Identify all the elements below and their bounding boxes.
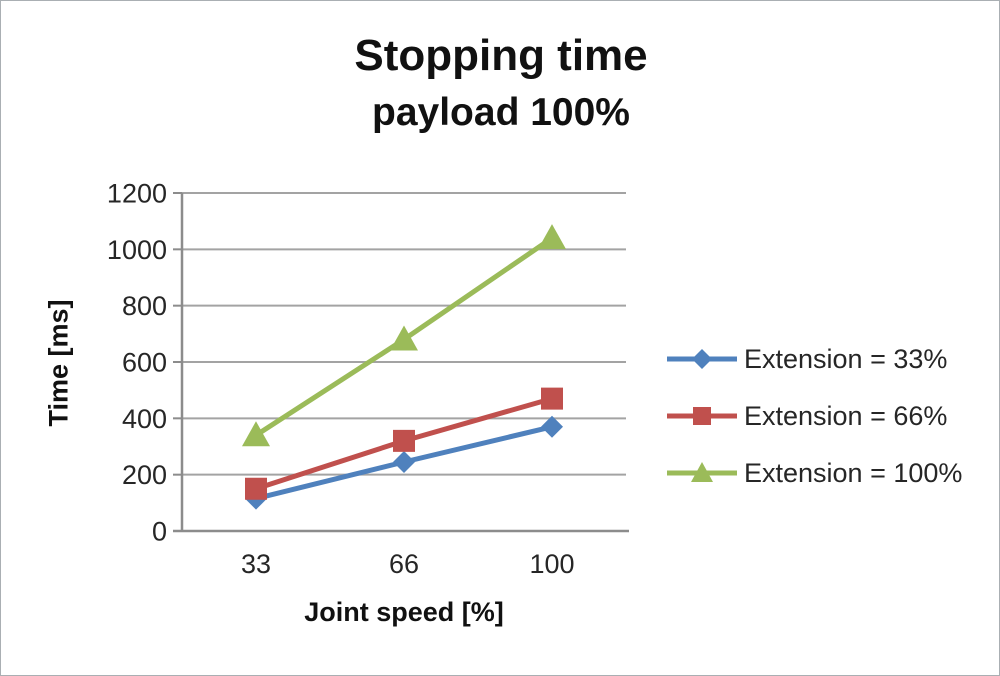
y-tick-label: 0 (152, 516, 167, 546)
chart-title: Stopping time (354, 31, 648, 80)
diamond-marker (541, 415, 563, 438)
square-marker (541, 387, 563, 410)
y-tick-label: 1200 (107, 178, 167, 208)
legend-triangle-icon (667, 462, 737, 482)
legend-diamond-icon (667, 349, 737, 369)
y-tick-label: 400 (122, 404, 167, 434)
y-tick-label: 600 (122, 347, 167, 377)
x-tick-label: 66 (389, 549, 419, 579)
diamond-marker (393, 450, 415, 473)
x-tick-label: 100 (529, 549, 574, 579)
triangle-marker (538, 224, 566, 250)
y-tick-label: 800 (122, 291, 167, 321)
legend: Extension = 33% Extension = 66% Extension … (665, 337, 962, 495)
legend-item: Extension = 100% (665, 451, 962, 495)
legend-item: Extension = 33% (665, 337, 962, 381)
y-tick-label: 200 (122, 460, 167, 490)
y-tick-label: 1000 (107, 235, 167, 265)
chart-subtitle: payload 100% (372, 91, 630, 134)
legend-square-icon (667, 407, 737, 425)
x-tick-label: 33 (241, 549, 271, 579)
legend-label: Extension = 100% (744, 457, 963, 488)
triangle-marker (242, 421, 270, 447)
square-marker (393, 429, 415, 452)
legend-label: Extension = 66% (744, 400, 948, 431)
square-marker (245, 477, 267, 500)
x-axis-title: Joint speed [%] (304, 597, 504, 627)
triangle-marker (390, 325, 418, 351)
legend-label: Extension = 33% (744, 343, 948, 374)
legend-item: Extension = 66% (665, 394, 962, 438)
